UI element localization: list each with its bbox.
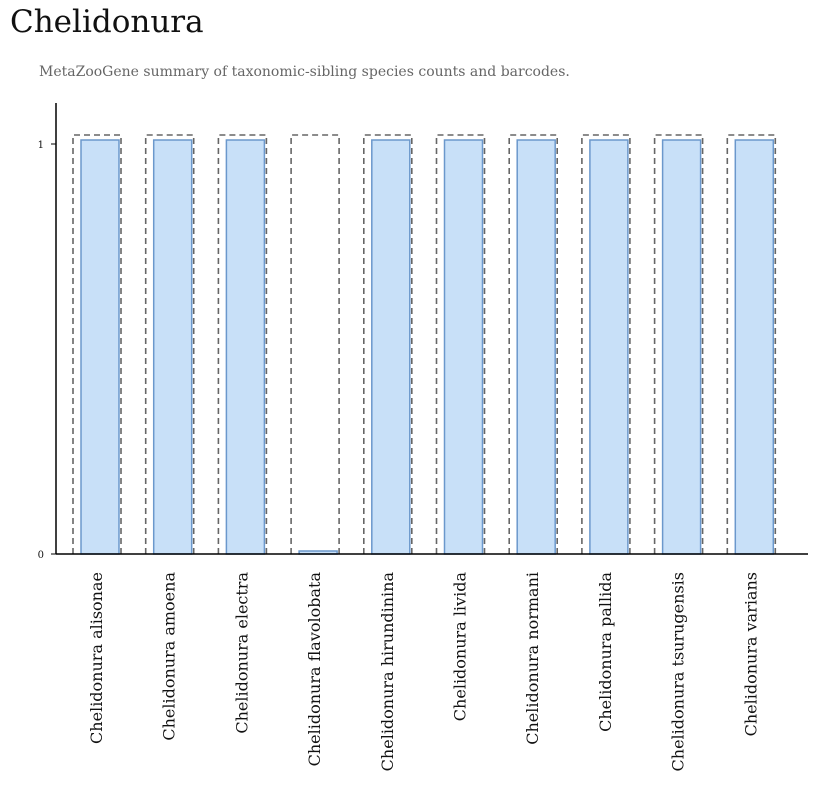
outline-bar	[726, 134, 777, 554]
data-bar	[734, 139, 775, 555]
data-bar	[661, 139, 702, 555]
x-tick-label: Chelidonura tsurugensis	[669, 572, 688, 771]
outline-bar	[363, 134, 413, 554]
x-tick-label: Chelidonura normani	[523, 572, 542, 745]
data-bar	[443, 139, 484, 555]
page-subtitle: MetaZooGene summary of taxonomic-sibling…	[39, 64, 570, 80]
y-tick-label: 1	[38, 140, 44, 151]
outline-bar	[508, 134, 558, 554]
page-title: Chelidonura	[10, 4, 204, 40]
outline-bar	[217, 134, 268, 554]
x-tick-label: Chelidonura livida	[451, 572, 470, 722]
outline-bar	[653, 134, 704, 554]
data-bar	[516, 139, 556, 555]
outline-bar	[72, 134, 122, 554]
data-bar	[152, 139, 193, 555]
outline-bar	[435, 134, 486, 554]
data-bar	[80, 139, 120, 555]
data-bar	[225, 139, 266, 555]
y-tick-label: 0	[38, 550, 44, 561]
x-tick-label: Chelidonura flavolobata	[305, 572, 324, 767]
x-tick-label: Chelidonura electra	[232, 572, 251, 734]
x-tick-label: Chelidonura hirundinina	[378, 572, 397, 772]
outline-bar	[581, 134, 631, 554]
outline-bar	[144, 134, 195, 554]
data-bar	[589, 139, 629, 555]
x-tick-label: Chelidonura amoena	[160, 572, 179, 741]
x-tick-label: Chelidonura varians	[741, 572, 760, 736]
outline-bar	[290, 134, 340, 554]
x-tick-label: Chelidonura alisonae	[87, 572, 106, 744]
data-bar	[371, 139, 411, 555]
x-tick-label: Chelidonura pallida	[596, 572, 615, 732]
